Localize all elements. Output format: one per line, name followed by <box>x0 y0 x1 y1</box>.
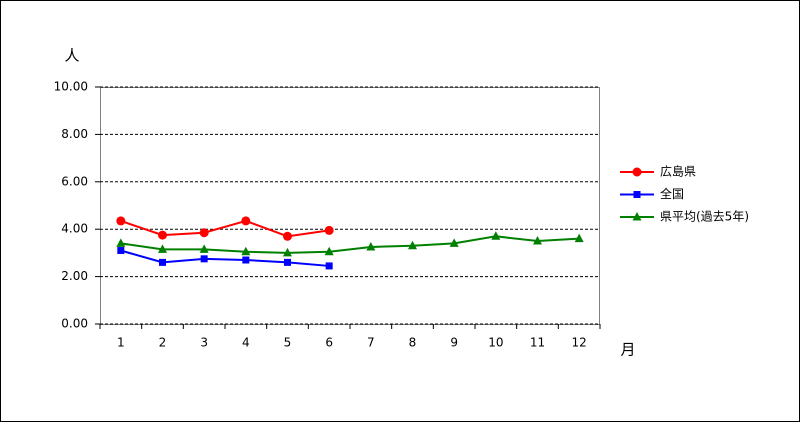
y-tick-label: 8.00 <box>61 127 88 141</box>
marker <box>449 238 459 247</box>
x-tick-label: 2 <box>159 336 167 350</box>
x-tick-label: 4 <box>242 336 250 350</box>
legend-marker <box>633 191 641 198</box>
marker <box>242 256 250 264</box>
marker <box>574 233 584 243</box>
marker <box>159 258 166 266</box>
series-line <box>120 219 330 238</box>
series-line <box>120 235 580 254</box>
marker <box>200 255 208 263</box>
x-tick-label: 6 <box>325 336 333 350</box>
y-tick-label: 2.00 <box>61 269 88 283</box>
marker <box>324 246 334 256</box>
marker <box>533 236 542 245</box>
marker <box>117 247 125 255</box>
marker <box>283 231 292 241</box>
y-tick-label: 6.00 <box>61 174 88 188</box>
x-tick-label: 7 <box>367 336 375 350</box>
x-tick-label: 9 <box>450 336 458 350</box>
x-axis-label: 月 <box>620 341 635 359</box>
marker <box>283 247 292 257</box>
marker <box>324 225 334 235</box>
x-tick-label: 5 <box>284 336 292 350</box>
x-tick-label: 8 <box>409 336 417 350</box>
marker <box>116 238 126 247</box>
x-tick-label: 12 <box>572 336 587 350</box>
marker <box>284 258 291 266</box>
legend-label: 全国 <box>660 186 684 201</box>
marker <box>199 228 209 238</box>
marker <box>491 231 501 240</box>
x-tick-label: 10 <box>488 336 503 350</box>
marker <box>158 244 167 253</box>
legend-marker <box>632 212 642 221</box>
marker <box>116 216 126 226</box>
x-tick-label: 3 <box>200 336 208 350</box>
y-axis-label: 人 <box>64 47 79 65</box>
y-tick-label: 10.00 <box>54 80 88 94</box>
marker <box>325 262 333 270</box>
marker <box>241 246 251 256</box>
legend-label: 県平均(過去5年) <box>660 210 749 224</box>
marker <box>199 244 209 253</box>
legend-marker <box>632 167 642 177</box>
x-tick-label: 11 <box>530 336 545 350</box>
marker <box>366 241 376 251</box>
marker <box>158 230 167 240</box>
marker <box>408 240 417 250</box>
plot-area <box>100 87 600 325</box>
x-tick-label: 1 <box>117 336 125 350</box>
y-tick-label: 4.00 <box>61 222 88 236</box>
legend-label: 広島県 <box>660 164 696 179</box>
series-line <box>120 249 330 267</box>
y-tick-label: 0.00 <box>61 317 88 331</box>
marker <box>241 216 251 226</box>
